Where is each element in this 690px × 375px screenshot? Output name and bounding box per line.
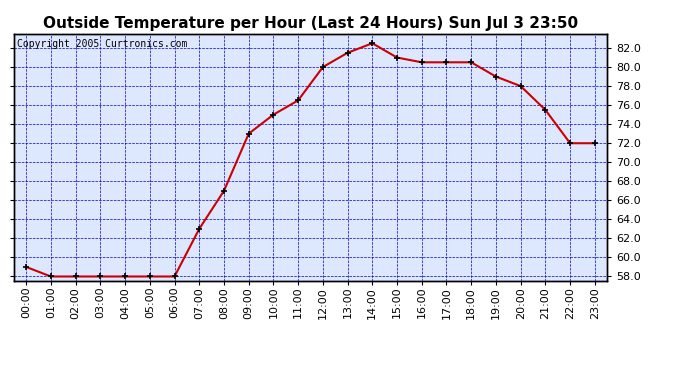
Title: Outside Temperature per Hour (Last 24 Hours) Sun Jul 3 23:50: Outside Temperature per Hour (Last 24 Ho… [43, 16, 578, 31]
Text: Copyright 2005 Curtronics.com: Copyright 2005 Curtronics.com [17, 39, 187, 49]
